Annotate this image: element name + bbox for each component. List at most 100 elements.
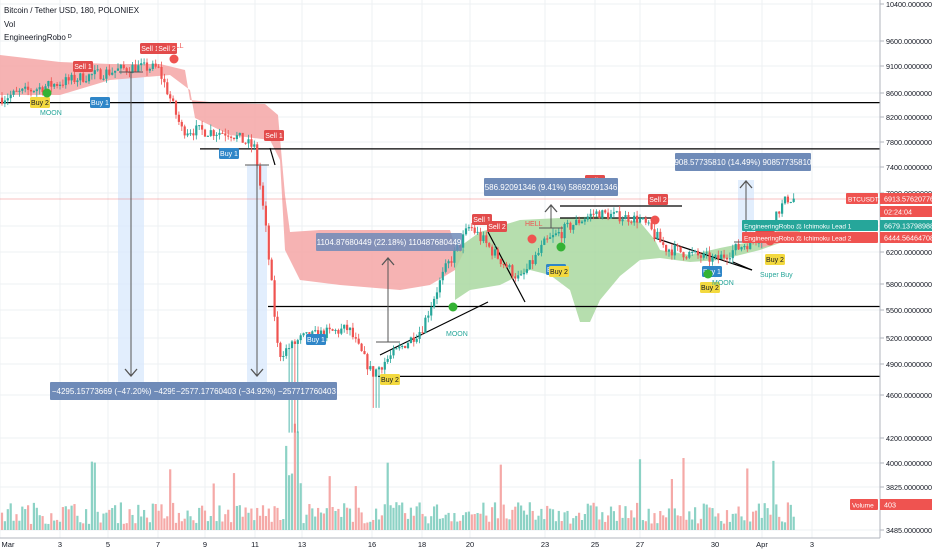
candle-body[interactable]: [598, 211, 601, 219]
candle-body[interactable]: [221, 132, 224, 134]
candle-body[interactable]: [256, 144, 259, 166]
candle-body[interactable]: [64, 77, 67, 86]
candle-body[interactable]: [395, 348, 398, 350]
trend-line[interactable]: [379, 301, 489, 356]
signal-dot[interactable]: [169, 54, 179, 64]
candle-body[interactable]: [267, 225, 270, 260]
candle-body[interactable]: [499, 258, 502, 265]
signal-tag[interactable]: [472, 214, 492, 225]
candle-body[interactable]: [177, 114, 180, 122]
candle-body[interactable]: [73, 74, 76, 83]
candle-body[interactable]: [563, 223, 566, 239]
candle-body[interactable]: [731, 250, 734, 259]
candle-body[interactable]: [557, 232, 560, 234]
signal-tag[interactable]: [380, 374, 400, 385]
candle-body[interactable]: [282, 355, 285, 357]
candle-body[interactable]: [737, 243, 740, 250]
candle-body[interactable]: [502, 264, 505, 266]
candle-body[interactable]: [53, 84, 56, 87]
measure-box[interactable]: [484, 178, 618, 196]
candle-body[interactable]: [70, 74, 73, 81]
candle-body[interactable]: [206, 135, 209, 137]
candle-body[interactable]: [430, 306, 433, 316]
candle-body[interactable]: [688, 252, 691, 258]
candle-body[interactable]: [369, 366, 372, 370]
candle-body[interactable]: [180, 121, 183, 127]
candle-body[interactable]: [586, 216, 589, 220]
candle-body[interactable]: [479, 231, 482, 242]
candle-body[interactable]: [682, 252, 685, 258]
candle-body[interactable]: [633, 215, 636, 223]
candle-body[interactable]: [522, 272, 526, 275]
candle-body[interactable]: [15, 90, 18, 92]
candle-body[interactable]: [630, 221, 633, 223]
candle-body[interactable]: [783, 196, 787, 204]
candle-body[interactable]: [108, 69, 111, 75]
candle-body[interactable]: [160, 66, 163, 79]
candle-body[interactable]: [21, 88, 24, 91]
candle-body[interactable]: [9, 94, 12, 99]
candle-body[interactable]: [543, 238, 546, 245]
candle-body[interactable]: [578, 219, 581, 224]
candle-body[interactable]: [140, 63, 143, 66]
signal-tag[interactable]: [157, 43, 177, 54]
candle-body[interactable]: [520, 274, 523, 276]
candle-body[interactable]: [137, 65, 140, 72]
candle-body[interactable]: [412, 337, 415, 342]
candle-body[interactable]: [76, 80, 79, 83]
candle-body[interactable]: [290, 341, 294, 349]
candle-body[interactable]: [546, 238, 549, 240]
candle-body[interactable]: [514, 276, 517, 279]
candle-body[interactable]: [172, 98, 175, 101]
candle-body[interactable]: [572, 224, 575, 230]
candle-body[interactable]: [375, 369, 378, 377]
candle-body[interactable]: [348, 327, 352, 331]
candle-body[interactable]: [392, 349, 395, 356]
candle-body[interactable]: [595, 211, 598, 214]
candle-body[interactable]: [435, 292, 439, 299]
candle-body[interactable]: [363, 351, 366, 355]
candle-body[interactable]: [743, 246, 746, 248]
candle-body[interactable]: [601, 210, 604, 219]
candle-body[interactable]: [644, 218, 647, 223]
candle-body[interactable]: [183, 126, 186, 136]
candle-body[interactable]: [334, 329, 337, 331]
signal-dot[interactable]: [556, 242, 566, 252]
candle-body[interactable]: [232, 137, 236, 140]
signal-tag[interactable]: [487, 221, 507, 232]
candle-body[interactable]: [224, 133, 227, 136]
candle-body[interactable]: [575, 219, 578, 225]
candle-body[interactable]: [47, 81, 50, 87]
candle-body[interactable]: [531, 260, 534, 264]
candle-body[interactable]: [665, 244, 668, 252]
candle-body[interactable]: [244, 142, 247, 144]
measure-box[interactable]: [316, 233, 462, 251]
candle-body[interactable]: [299, 335, 302, 341]
candle-body[interactable]: [18, 90, 21, 92]
candle-body[interactable]: [444, 263, 447, 272]
candle-body[interactable]: [662, 242, 665, 245]
candle-body[interactable]: [450, 261, 453, 263]
candle-body[interactable]: [618, 211, 621, 222]
candle-body[interactable]: [157, 66, 160, 68]
candle-body[interactable]: [749, 237, 752, 250]
candle-body[interactable]: [496, 249, 499, 259]
candle-body[interactable]: [253, 144, 256, 147]
candle-body[interactable]: [627, 215, 630, 222]
candle-body[interactable]: [35, 89, 38, 92]
signal-dot[interactable]: [527, 234, 537, 244]
candle-body[interactable]: [3, 100, 6, 104]
candle-body[interactable]: [691, 251, 694, 253]
candle-body[interactable]: [560, 232, 563, 239]
candle-body[interactable]: [569, 222, 572, 230]
candle-body[interactable]: [615, 211, 618, 213]
candle-body[interactable]: [238, 132, 241, 136]
candle-body[interactable]: [415, 338, 418, 342]
candle-body[interactable]: [734, 243, 737, 251]
candle-body[interactable]: [604, 210, 607, 213]
candle-body[interactable]: [383, 361, 386, 370]
candle-body[interactable]: [694, 250, 697, 252]
candle-body[interactable]: [340, 328, 343, 334]
